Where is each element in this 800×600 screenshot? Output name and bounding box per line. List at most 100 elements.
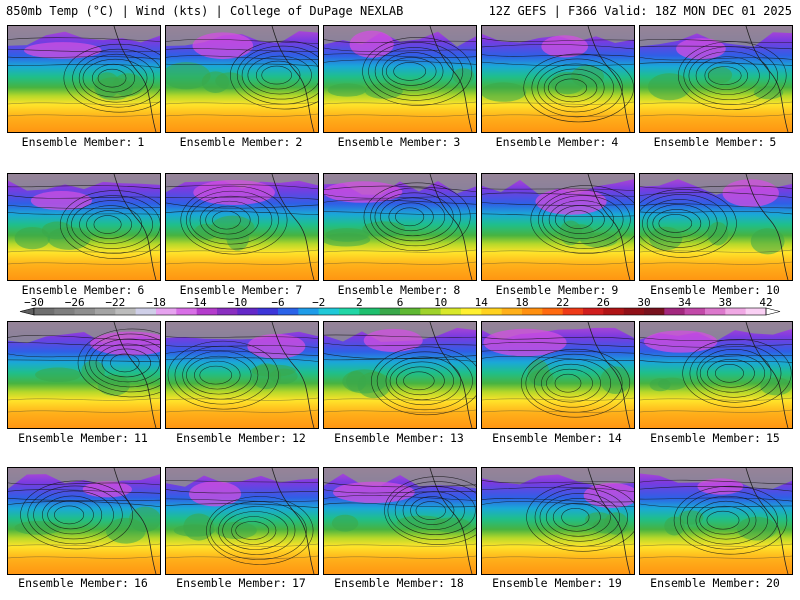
colorbar-tick-label: −14 — [187, 296, 207, 309]
height-contour — [166, 489, 318, 494]
coastline — [271, 468, 315, 574]
ensemble-member-label: Ensemble Member: 3 — [337, 135, 461, 149]
height-contour — [166, 196, 318, 200]
height-contour — [706, 510, 740, 530]
mild-air-region — [269, 368, 298, 384]
height-contour — [395, 366, 445, 396]
temperature-field-map — [8, 174, 160, 280]
height-contour — [324, 409, 476, 413]
mild-air-region — [35, 367, 82, 382]
height-contour — [642, 199, 718, 248]
height-contour — [640, 38, 792, 43]
colorbar-tick-label: −10 — [227, 296, 247, 309]
temperature-field-map — [640, 174, 792, 280]
mild-air-region — [707, 222, 729, 246]
height-contour — [166, 336, 318, 339]
ensemble-member-label: Ensemble Member: 5 — [653, 135, 777, 149]
ensemble-member-label: Ensemble Member: 19 — [492, 576, 622, 590]
colorbar-swatch — [196, 308, 218, 315]
height-contour — [59, 190, 160, 259]
height-contour — [166, 113, 318, 117]
height-contour — [324, 59, 476, 65]
height-contour — [324, 194, 476, 199]
coastline — [429, 174, 473, 280]
height-contour — [640, 185, 792, 189]
colorbar-swatch — [542, 308, 563, 315]
height-contour — [640, 353, 792, 358]
colorbar-tick-label: 26 — [597, 296, 610, 309]
height-contour — [8, 194, 160, 199]
height-contour — [324, 53, 476, 58]
cold-pool — [24, 42, 102, 59]
height-contour — [206, 496, 314, 565]
height-contour — [640, 555, 792, 559]
colorbar-swatch — [481, 308, 502, 315]
height-contour — [555, 78, 588, 98]
cold-pool — [644, 330, 718, 353]
cold-pool — [192, 32, 254, 60]
cold-air-region — [640, 322, 792, 342]
height-contour — [640, 342, 792, 348]
height-contour — [482, 336, 634, 340]
height-contour — [8, 204, 160, 209]
colorbar-tick-label: −6 — [271, 296, 284, 309]
colorbar-outline — [33, 307, 767, 316]
height-contour — [166, 55, 318, 60]
height-contour — [640, 101, 792, 105]
height-contour — [695, 56, 760, 95]
height-contour — [166, 397, 318, 401]
height-contour — [256, 60, 301, 90]
height-contour — [387, 481, 476, 540]
height-contour — [371, 346, 476, 416]
height-contour — [47, 500, 94, 530]
height-contour — [640, 45, 792, 50]
ensemble-member-label: Ensemble Member: 14 — [492, 431, 622, 445]
height-contour — [8, 497, 160, 501]
height-contour — [376, 351, 473, 411]
height-contour — [166, 498, 318, 502]
height-contour — [71, 200, 153, 249]
ensemble-member-label: Ensemble Member: 2 — [179, 135, 303, 149]
colorbar-swatch — [95, 308, 116, 315]
height-contour — [166, 210, 318, 215]
ensemble-map-panel-15 — [639, 321, 793, 429]
height-contour — [362, 37, 473, 106]
height-contour — [8, 335, 160, 341]
height-contour — [640, 486, 792, 492]
colorbar-tick-label: 30 — [637, 296, 650, 309]
height-contour — [27, 485, 123, 545]
cold-pool — [324, 181, 403, 203]
height-contour — [389, 361, 454, 401]
coastline — [271, 26, 315, 132]
height-contour — [324, 249, 476, 253]
height-contour — [538, 190, 631, 249]
height-contour — [640, 397, 792, 401]
height-contour — [166, 249, 318, 253]
height-contour — [8, 543, 160, 547]
height-contour — [63, 43, 160, 113]
mild-air-region — [603, 512, 629, 535]
height-contour — [79, 205, 142, 244]
height-contour — [640, 409, 792, 413]
colorbar-tick-label: 34 — [678, 296, 692, 309]
ensemble-member-label: Ensemble Member: 6 — [21, 283, 145, 297]
height-contour — [89, 338, 160, 388]
height-contour — [546, 368, 593, 398]
height-contour — [715, 364, 744, 383]
colorbar-swatch — [420, 308, 441, 315]
colorbar-tick-label: −2 — [312, 296, 325, 309]
height-contour — [324, 261, 476, 265]
coastline — [587, 322, 631, 428]
height-contour — [689, 344, 782, 403]
height-contour — [543, 68, 605, 108]
height-contour — [482, 101, 634, 105]
height-contour — [186, 190, 279, 250]
colorbar-swatch — [54, 308, 75, 315]
height-contour — [324, 502, 476, 508]
height-contour — [166, 350, 318, 356]
height-contour — [166, 409, 318, 413]
height-contour — [382, 52, 444, 91]
height-contour — [8, 48, 160, 53]
height-contour — [699, 354, 766, 393]
ensemble-map-panel-9 — [481, 173, 635, 281]
